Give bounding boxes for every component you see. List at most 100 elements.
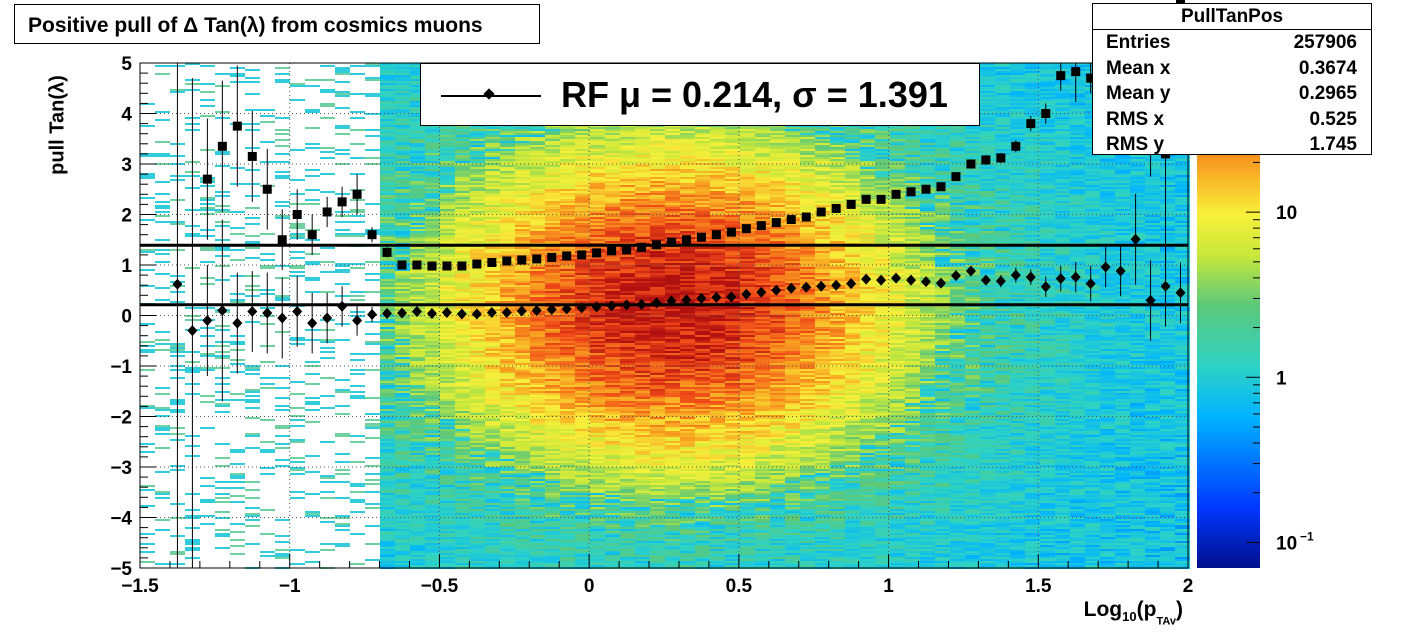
heatmap-cell xyxy=(440,285,455,287)
heatmap-cell xyxy=(440,503,455,505)
heatmap-cell xyxy=(395,101,410,103)
heatmap-cell xyxy=(500,537,515,539)
heatmap-cell xyxy=(455,177,470,179)
heatmap-cell xyxy=(560,199,575,201)
heatmap-cell xyxy=(530,279,545,281)
heatmap-cell xyxy=(185,63,200,65)
heatmap-cell xyxy=(575,339,590,341)
heatmap-cell xyxy=(620,563,635,565)
heatmap-cell xyxy=(590,545,605,547)
heatmap-cell xyxy=(410,503,425,505)
heatmap-cell xyxy=(455,183,470,185)
heatmap-cell xyxy=(515,545,530,547)
heatmap-cell xyxy=(440,525,455,527)
heatmap-cell xyxy=(470,549,485,551)
heatmap-cell xyxy=(530,249,545,251)
heatmap-cell xyxy=(545,353,560,355)
heatmap-cell xyxy=(515,413,530,415)
heatmap-cell xyxy=(575,329,590,331)
heatmap-cell xyxy=(530,439,545,441)
heatmap-cell xyxy=(455,223,470,225)
heatmap-cell xyxy=(500,389,515,391)
heatmap-cell xyxy=(455,329,470,331)
heatmap-cell xyxy=(515,445,530,447)
heatmap-cell xyxy=(515,191,530,193)
heatmap-cell xyxy=(620,517,635,519)
heatmap-cell xyxy=(545,459,560,461)
heatmap-cell xyxy=(395,237,410,239)
heatmap-cell xyxy=(440,411,455,413)
heatmap-cell xyxy=(530,191,545,193)
heatmap-cell xyxy=(575,481,590,483)
heatmap-cell xyxy=(500,443,515,445)
heatmap-cell xyxy=(425,457,440,459)
heatmap-cell xyxy=(545,445,560,447)
heatmap-cell xyxy=(605,547,620,549)
heatmap-cell xyxy=(395,173,410,175)
heatmap-cell xyxy=(590,551,605,553)
heatmap-cell xyxy=(200,65,215,67)
heatmap-cell xyxy=(515,265,530,267)
heatmap-cell xyxy=(515,423,530,425)
heatmap-cell xyxy=(590,541,605,543)
heatmap-cell xyxy=(515,157,530,159)
heatmap-cell xyxy=(515,457,530,459)
heatmap-cell xyxy=(215,457,230,459)
heatmap-cell xyxy=(560,511,575,513)
heatmap-cell xyxy=(545,129,560,131)
heatmap-cell xyxy=(455,449,470,451)
heatmap-cell xyxy=(575,323,590,325)
heatmap-cell xyxy=(500,555,515,557)
heatmap-cell xyxy=(620,515,635,517)
heatmap-cell xyxy=(395,229,410,231)
heatmap-cell xyxy=(620,315,635,317)
heatmap-cell xyxy=(485,445,500,447)
heatmap-cell xyxy=(395,555,410,557)
heatmap-cell xyxy=(545,543,560,545)
heatmap-cell xyxy=(575,265,590,267)
heatmap-cell xyxy=(260,109,275,111)
heatmap-cell xyxy=(530,385,545,387)
heatmap-cell xyxy=(470,323,485,325)
heatmap-cell xyxy=(575,487,590,489)
heatmap-cell xyxy=(605,197,620,199)
heatmap-cell xyxy=(500,333,515,335)
heatmap-cell xyxy=(395,127,410,129)
heatmap-cell xyxy=(605,363,620,365)
heatmap-cell xyxy=(620,189,635,191)
heatmap-cell xyxy=(380,211,395,213)
heatmap-cell xyxy=(470,409,485,411)
heatmap-cell xyxy=(545,149,560,151)
heatmap-cell xyxy=(425,127,440,129)
heatmap-cell xyxy=(575,231,590,233)
heatmap-cell xyxy=(395,443,410,445)
heatmap-cell xyxy=(560,393,575,395)
heatmap-cell xyxy=(470,527,485,529)
heatmap-cell xyxy=(575,177,590,179)
heatmap-cell xyxy=(515,169,530,171)
heatmap-cell xyxy=(500,541,515,543)
heatmap-cell xyxy=(395,107,410,109)
heatmap-cell xyxy=(485,321,500,323)
heatmap-cell xyxy=(500,499,515,501)
heatmap-cell xyxy=(245,399,260,401)
heatmap-cell xyxy=(410,63,425,65)
heatmap-cell xyxy=(320,291,335,293)
heatmap-cell xyxy=(485,497,500,499)
heatmap-cell xyxy=(470,355,485,357)
heatmap-cell xyxy=(350,359,365,361)
heatmap-cell xyxy=(545,167,560,169)
heatmap-cell xyxy=(620,261,635,263)
heatmap-cell xyxy=(500,503,515,505)
heatmap-cell xyxy=(410,375,425,377)
heatmap-cell xyxy=(530,365,545,367)
heatmap-cell xyxy=(275,535,290,537)
heatmap-cell xyxy=(290,497,305,499)
heatmap-cell xyxy=(590,155,605,157)
heatmap-cell xyxy=(575,171,590,173)
heatmap-cell xyxy=(395,167,410,169)
heatmap-cell xyxy=(395,379,410,381)
heatmap-cell xyxy=(425,401,440,403)
heatmap-cell xyxy=(410,493,425,495)
heatmap-cell xyxy=(485,273,500,275)
